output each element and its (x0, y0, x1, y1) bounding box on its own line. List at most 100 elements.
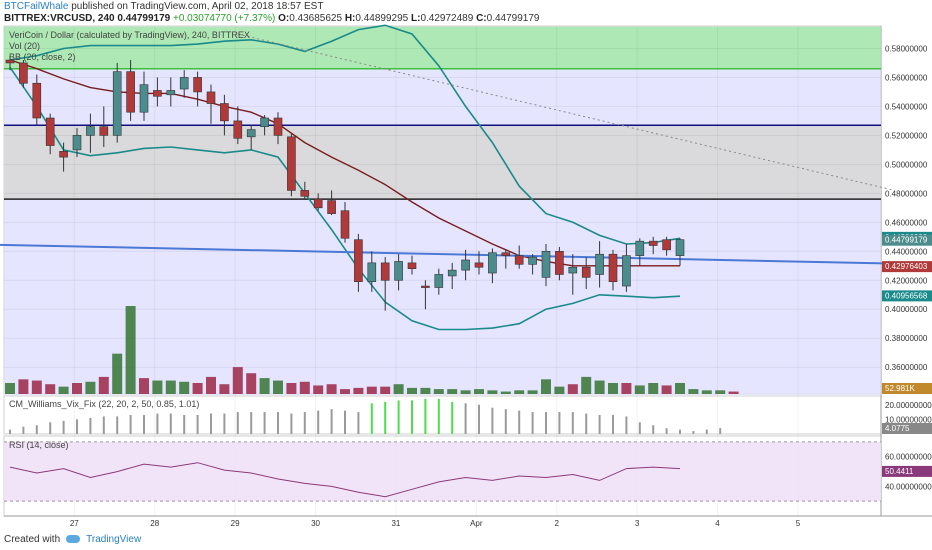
volume-bar (259, 378, 270, 394)
candle-down (99, 126, 109, 136)
volume-bar (112, 353, 123, 394)
vix-bar (303, 412, 306, 434)
vix-bar (210, 413, 212, 434)
time-tick-label: 3 (635, 519, 640, 528)
candle-down (581, 266, 591, 278)
candle-up (112, 71, 122, 136)
candle-up (367, 262, 377, 283)
volume-bar (648, 383, 659, 394)
vix-bar (719, 428, 722, 434)
candle-down (354, 239, 363, 283)
volume-bar (487, 390, 498, 394)
volume-bar (219, 384, 230, 394)
vix-bar (464, 403, 467, 434)
candle-up (434, 274, 444, 288)
bb-upper-line (9, 24, 681, 245)
open-value: 0.43685625 (289, 13, 343, 24)
vix-bar (89, 417, 92, 434)
candle-up (179, 77, 189, 90)
candle-up (394, 261, 403, 281)
time-tick-label: 5 (796, 519, 801, 528)
vix-bar (384, 401, 387, 434)
volume-bar (661, 385, 672, 394)
bb-lower-line (9, 66, 681, 331)
highlight-zones (4, 26, 881, 395)
candle-down (45, 117, 55, 146)
volume-bar (286, 383, 297, 394)
price-label-box (882, 423, 932, 434)
rsi-legend: RSI (14, close) (9, 440, 69, 450)
vix-bar (344, 410, 346, 434)
candle-down (421, 285, 430, 288)
vix-bar (705, 429, 708, 434)
candle-down (59, 151, 68, 158)
price-label: 4.0775 (885, 424, 910, 433)
candle-up (635, 240, 645, 256)
volume-bar (621, 383, 632, 394)
vix-bar (169, 413, 172, 434)
candle-down (313, 198, 323, 209)
candle-down (514, 255, 524, 265)
vix-bar (156, 413, 159, 434)
time-tick-label: Apr (470, 519, 483, 528)
vix-bar (545, 412, 547, 434)
volume-bar (232, 367, 243, 394)
footer-brand[interactable]: TradingView (86, 534, 142, 545)
price-label-box (882, 465, 932, 477)
volume-bar (608, 383, 618, 394)
volume-bar (313, 385, 324, 394)
candle-down (193, 77, 202, 93)
vix-bar (491, 407, 494, 434)
vix-legend: CM_Williams_Vix_Fix (22, 20, 2, 50, 0.85… (9, 399, 199, 409)
vix-bar (679, 429, 681, 434)
author-link[interactable]: BTCFailWhale (4, 1, 69, 12)
horizontal-levels (4, 68, 881, 200)
price-tick-label: 0.44000000 (885, 247, 928, 256)
vix-bar (478, 404, 480, 434)
vix-bar (236, 412, 239, 434)
price-tick-label: 0.48000000 (885, 189, 928, 198)
time-tick-label: 29 (231, 519, 240, 528)
volume-bar (179, 381, 190, 394)
vix-bar (196, 415, 199, 434)
vix-bar (424, 398, 427, 434)
candle-up (166, 90, 176, 96)
vix-bar (571, 412, 574, 434)
candle-up (568, 266, 578, 274)
price-label-box (882, 234, 932, 246)
candle-down (648, 240, 658, 246)
vix-pane[interactable] (3, 395, 882, 435)
trendline (0, 243, 895, 265)
volume-bar (380, 386, 391, 394)
candle-down (340, 210, 350, 239)
candle-up (139, 84, 149, 113)
volume-bar (152, 380, 163, 394)
candle-down (474, 262, 484, 268)
candle-down (287, 136, 296, 191)
bollinger-bands (9, 24, 681, 331)
low-label: L: (411, 13, 421, 24)
price-labels: 0.449962390.447991790.429764030.40956568… (882, 231, 932, 477)
volume-bar (701, 390, 712, 394)
vix-bar (183, 415, 186, 434)
close-label: C: (476, 13, 487, 24)
footer-created: Created with (4, 534, 61, 545)
vix-bar (143, 415, 145, 434)
rsi-line (4, 441, 881, 502)
vix-bar (49, 422, 52, 434)
volume-bar (460, 390, 471, 394)
price-tick-label: 0.42000000 (885, 276, 928, 285)
candle-down (662, 239, 671, 251)
symbol-line: BITTREX:VRCUSD, 240 0.44799179 +0.030747… (4, 13, 539, 24)
vix-bar (558, 412, 561, 434)
volume-bar (192, 383, 203, 394)
candle-up (86, 126, 95, 136)
volume-bar (246, 373, 257, 394)
vix-bar (585, 413, 588, 434)
open-label: O: (278, 13, 290, 24)
time-tick-label: 31 (391, 519, 400, 528)
vix-bar (625, 416, 628, 434)
time-tick-label: 2 (554, 519, 559, 528)
volume-bar (688, 389, 699, 394)
